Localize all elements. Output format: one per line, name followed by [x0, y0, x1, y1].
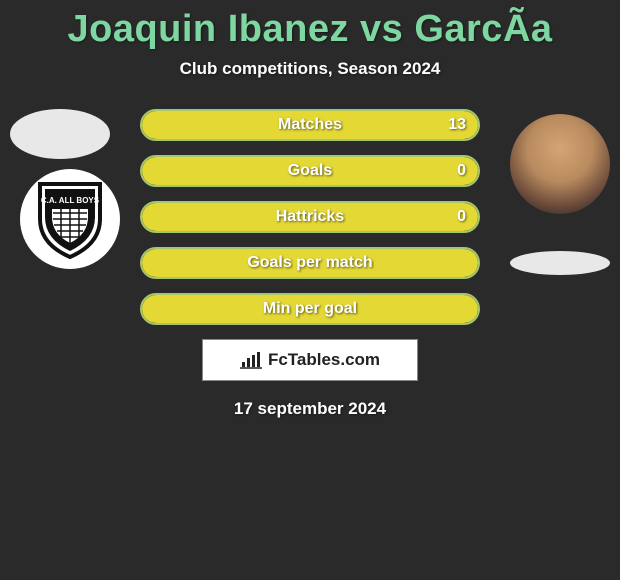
stat-bar-matches: Matches 13	[140, 109, 480, 141]
brand-text: FcTables.com	[268, 350, 380, 370]
stat-label: Matches	[142, 111, 478, 139]
left-club-badge: C.A. ALL BOYS	[20, 169, 120, 269]
stat-label: Goals per match	[142, 249, 478, 277]
left-player-avatar-placeholder	[10, 109, 110, 159]
stat-label: Goals	[142, 157, 478, 185]
stat-bar-goals-per-match: Goals per match	[140, 247, 480, 279]
stat-right-value: 13	[448, 111, 466, 139]
brand-box[interactable]: FcTables.com	[202, 339, 418, 381]
right-club-badge-placeholder	[510, 251, 610, 275]
stat-bar-min-per-goal: Min per goal	[140, 293, 480, 325]
all-boys-shield-icon: C.A. ALL BOYS	[35, 179, 105, 259]
right-player-avatar	[510, 114, 610, 214]
stat-bar-goals: Goals 0	[140, 155, 480, 187]
chart-icon	[240, 351, 262, 369]
page-title: Joaquin Ibanez vs GarcÃa	[0, 0, 620, 51]
subtitle: Club competitions, Season 2024	[0, 59, 620, 79]
stats-bars: Matches 13 Goals 0 Hattricks 0 Goals per…	[140, 109, 480, 325]
date-text: 17 september 2024	[0, 399, 620, 419]
stat-right-value: 0	[457, 157, 466, 185]
stat-bar-hattricks: Hattricks 0	[140, 201, 480, 233]
badge-text: C.A. ALL BOYS	[41, 196, 100, 205]
stat-label: Hattricks	[142, 203, 478, 231]
stat-label: Min per goal	[142, 295, 478, 323]
stat-right-value: 0	[457, 203, 466, 231]
comparison-content: C.A. ALL BOYS Matches 13 Goals 0 Hattric…	[0, 109, 620, 419]
